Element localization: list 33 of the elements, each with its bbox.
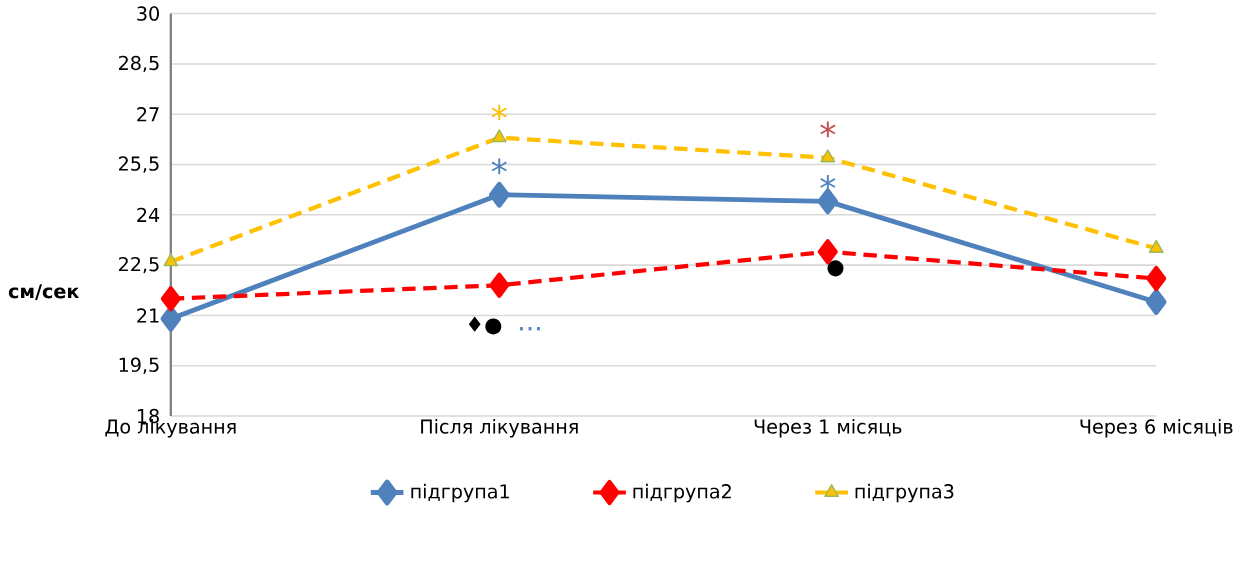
y-tick-label: 25,5 (119, 156, 159, 173)
legend-label: підгрупа1 (411, 483, 509, 503)
point (160, 306, 182, 332)
y-tick-label: 22,5 (119, 257, 159, 274)
point (491, 129, 507, 143)
point (817, 188, 839, 215)
x-tick-label: Після лікування (421, 419, 578, 438)
annotation: * (491, 158, 507, 175)
point (1145, 289, 1167, 316)
point (163, 253, 179, 267)
annotation: * (820, 121, 836, 138)
point (160, 286, 181, 312)
y-tick-label: 28,5 (119, 55, 159, 73)
point (820, 149, 836, 163)
legend-label: підгрупа2 (633, 483, 731, 503)
y-axis-title: см/сек (8, 284, 80, 301)
x-tick-label: Через 1 місяць (754, 419, 902, 438)
y-tick-label: 24 (137, 207, 160, 223)
point (1148, 240, 1164, 254)
annotation: * (491, 104, 507, 121)
annotation: ♦● (468, 316, 502, 335)
y-tick-label: 19,5 (119, 357, 159, 375)
y-tick-label: 30 (137, 6, 159, 22)
annotation: * (820, 175, 836, 191)
annotation: ● (827, 260, 844, 277)
y-tick-label: 21 (137, 308, 159, 323)
point (489, 272, 510, 299)
point (1146, 266, 1167, 292)
x-tick-label: Через 6 місяців (1080, 419, 1233, 438)
y-tick-label: 27 (137, 107, 159, 122)
annotation: ... (520, 327, 540, 331)
legend-label: підгрупа3 (855, 483, 954, 503)
point (489, 181, 510, 208)
